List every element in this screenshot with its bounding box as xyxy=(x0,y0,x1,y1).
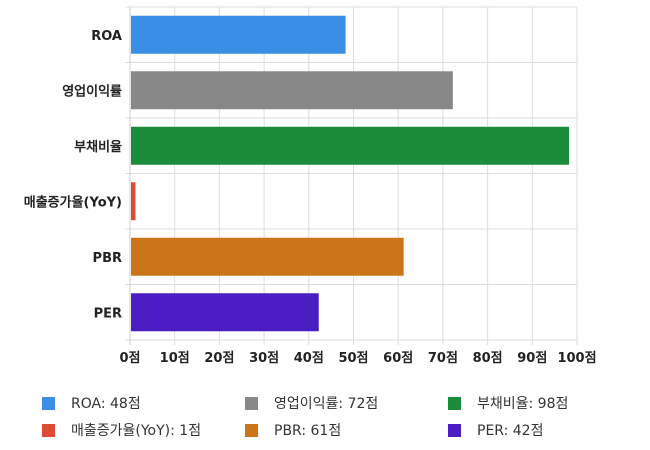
bar-4 xyxy=(131,237,404,276)
x-tick-label-7: 70점 xyxy=(428,351,458,366)
category-label-5: PER xyxy=(94,306,122,321)
x-tick-label-10: 100점 xyxy=(557,351,596,366)
bar-1 xyxy=(131,71,453,110)
x-tick-label-5: 50점 xyxy=(338,351,368,366)
category-label-1: 영업이익률 xyxy=(62,83,122,99)
x-tick-label-6: 60점 xyxy=(383,351,413,366)
x-tick-label-3: 30점 xyxy=(249,351,279,366)
bar-0 xyxy=(131,15,346,54)
x-tick-label-4: 40점 xyxy=(294,351,324,366)
bar-3 xyxy=(131,182,136,221)
x-tick-label-0: 0점 xyxy=(119,351,140,366)
category-label-4: PBR xyxy=(93,251,122,266)
x-tick-label-1: 10점 xyxy=(160,351,190,366)
grid-lines xyxy=(125,6,578,345)
x-tick-label-9: 90점 xyxy=(517,351,547,366)
category-label-2: 부채비율 xyxy=(74,139,122,155)
x-tick-label-8: 80점 xyxy=(473,351,503,366)
x-tick-labels: 0점 10점 20점 30점 40점 50점 60점 70점 80점 90점 100점 xyxy=(119,351,596,366)
bar-2 xyxy=(131,126,570,165)
x-tick-label-2: 20점 xyxy=(204,351,234,366)
category-label-3: 매출증가율(YoY) xyxy=(24,194,122,210)
category-label-0: ROA xyxy=(91,29,122,44)
bars xyxy=(131,15,570,332)
bar-5 xyxy=(131,293,319,332)
